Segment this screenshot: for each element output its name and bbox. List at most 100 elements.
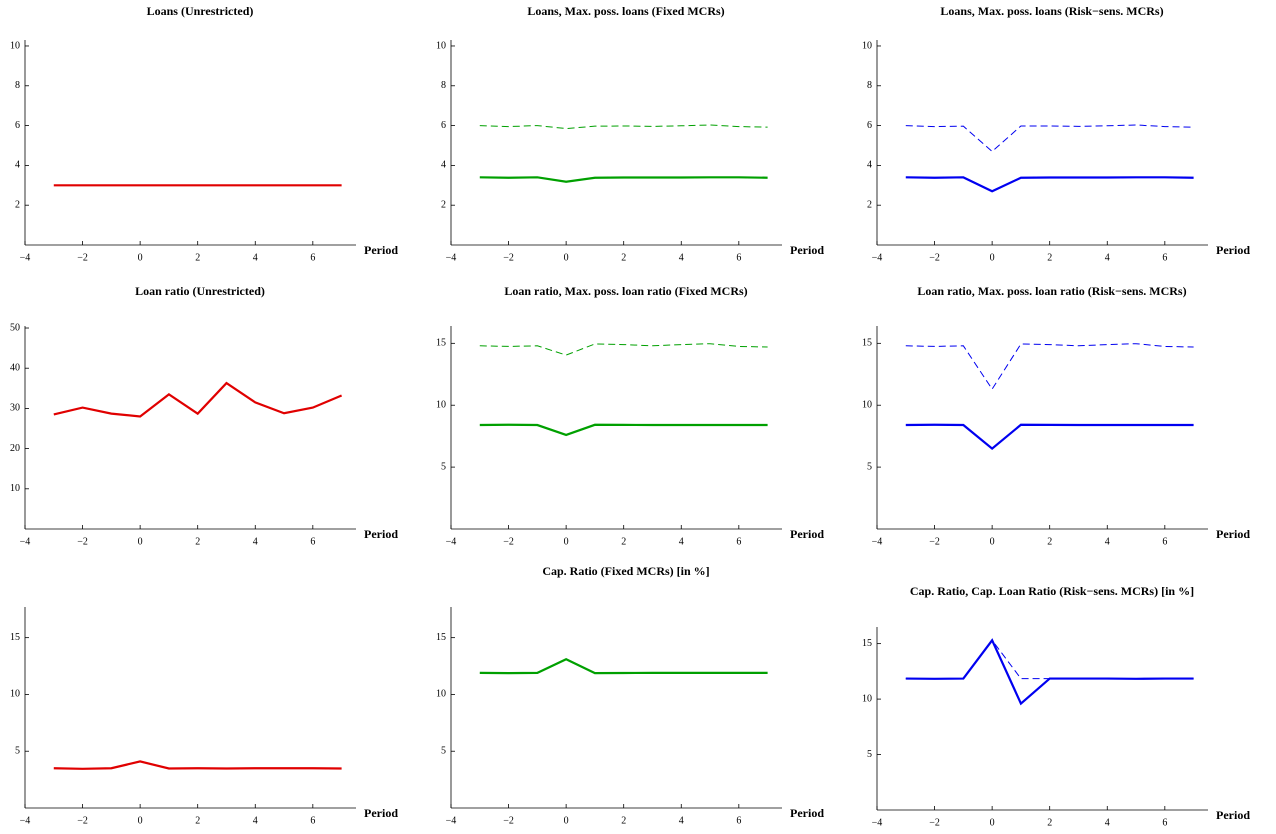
x-axis-label: Period: [790, 806, 824, 820]
chart-title: Loans (Unrestricted): [147, 4, 254, 18]
y-tick-label: 10: [862, 40, 872, 51]
y-tick-label: 10: [10, 40, 20, 51]
line-series: [479, 658, 768, 675]
y-tick-label: 15: [862, 638, 872, 649]
x-axis-label: Period: [1216, 243, 1250, 257]
chart-title: Loans, Max. poss. loans (Fixed MCRs): [527, 4, 724, 18]
y-tick-label: 4: [867, 160, 872, 171]
x-tick-label: 0: [138, 536, 143, 547]
y-tick-label: 2: [15, 199, 20, 210]
x-tick-label: −4: [872, 252, 883, 263]
x-tick-label: 2: [621, 536, 626, 547]
x-tick-label: −2: [929, 817, 940, 828]
x-axis-label: Period: [1216, 808, 1250, 822]
x-tick-label: 0: [990, 536, 995, 547]
chart-title: Cap. Ratio, Cap. Loan Ratio (Risk−sens. …: [910, 584, 1194, 598]
y-tick-label: 6: [15, 120, 20, 131]
x-tick-label: −2: [503, 536, 514, 547]
y-tick-label: 10: [436, 400, 446, 411]
x-tick-label: 6: [310, 252, 315, 263]
chart-title: Cap. Ratio (Fixed MCRs) [in %]: [542, 564, 709, 578]
y-tick-label: 6: [441, 120, 446, 131]
line-series: [479, 343, 768, 356]
x-tick-label: 4: [679, 815, 684, 826]
y-tick-label: 10: [862, 400, 872, 411]
chart-title: Loan ratio, Max. poss. loan ratio (Risk−…: [917, 284, 1186, 298]
y-tick-label: 5: [867, 749, 872, 760]
y-tick-label: 20: [10, 443, 20, 454]
x-tick-label: 6: [736, 252, 741, 263]
x-tick-label: −4: [872, 817, 883, 828]
line-series: [53, 760, 342, 770]
y-tick-label: 2: [867, 199, 872, 210]
x-axis-label: Period: [1216, 527, 1250, 541]
x-tick-label: 4: [1105, 252, 1110, 263]
x-tick-label: 0: [564, 252, 569, 263]
x-tick-label: −4: [20, 536, 31, 547]
x-tick-label: 4: [679, 536, 684, 547]
x-tick-label: 6: [310, 815, 315, 826]
x-tick-label: 4: [253, 252, 258, 263]
line-series: [905, 639, 1194, 680]
x-tick-label: −2: [77, 536, 88, 547]
x-tick-label: 2: [195, 815, 200, 826]
y-tick-label: 15: [10, 632, 20, 643]
x-tick-label: 0: [138, 252, 143, 263]
x-tick-label: 2: [621, 252, 626, 263]
line-series: [905, 638, 1194, 706]
x-tick-label: 0: [990, 252, 995, 263]
y-tick-label: 8: [867, 80, 872, 91]
line-series: [905, 124, 1194, 153]
y-tick-label: 8: [15, 80, 20, 91]
x-tick-label: 6: [1162, 252, 1167, 263]
line-series: [905, 176, 1194, 193]
y-tick-label: 5: [441, 461, 446, 472]
x-tick-label: 6: [1162, 817, 1167, 828]
y-tick-label: 50: [10, 322, 20, 333]
y-tick-label: 30: [10, 403, 20, 414]
y-tick-label: 15: [436, 338, 446, 349]
x-tick-label: −4: [446, 815, 457, 826]
line-series: [479, 423, 768, 437]
y-tick-label: 10: [10, 483, 20, 494]
x-tick-label: 6: [736, 815, 741, 826]
y-tick-label: 6: [867, 120, 872, 131]
x-tick-label: 4: [253, 536, 258, 547]
x-tick-label: −4: [20, 815, 31, 826]
x-tick-label: 0: [564, 536, 569, 547]
x-tick-label: 2: [1047, 252, 1052, 263]
x-tick-label: 2: [195, 536, 200, 547]
x-axis-label: Period: [364, 527, 398, 541]
x-tick-label: −2: [929, 536, 940, 547]
y-tick-label: 2: [441, 199, 446, 210]
chart-title: Loans, Max. poss. loans (Risk−sens. MCRs…: [940, 4, 1163, 18]
x-axis-label: Period: [790, 527, 824, 541]
x-tick-label: 4: [253, 815, 258, 826]
y-tick-label: 10: [10, 689, 20, 700]
line-series: [479, 124, 768, 130]
x-tick-label: −2: [503, 252, 514, 263]
line-series: [905, 423, 1194, 450]
x-tick-label: 2: [1047, 536, 1052, 547]
x-tick-label: 4: [1105, 817, 1110, 828]
x-axis-label: Period: [364, 243, 398, 257]
y-tick-label: 4: [441, 160, 446, 171]
x-tick-label: 2: [195, 252, 200, 263]
x-tick-label: −2: [77, 252, 88, 263]
x-tick-label: 0: [138, 815, 143, 826]
x-tick-label: 2: [621, 815, 626, 826]
y-tick-label: 5: [441, 746, 446, 757]
x-tick-label: 6: [1162, 536, 1167, 547]
chart-title: Loan ratio, Max. poss. loan ratio (Fixed…: [504, 284, 747, 298]
x-tick-label: −4: [20, 252, 31, 263]
line-series: [479, 176, 768, 183]
x-tick-label: −4: [446, 252, 457, 263]
y-tick-label: 10: [436, 40, 446, 51]
x-tick-label: −4: [446, 536, 457, 547]
x-tick-label: 6: [736, 536, 741, 547]
y-tick-label: 10: [436, 689, 446, 700]
y-tick-label: 5: [15, 746, 20, 757]
x-tick-label: 2: [1047, 817, 1052, 828]
x-tick-label: 0: [990, 817, 995, 828]
